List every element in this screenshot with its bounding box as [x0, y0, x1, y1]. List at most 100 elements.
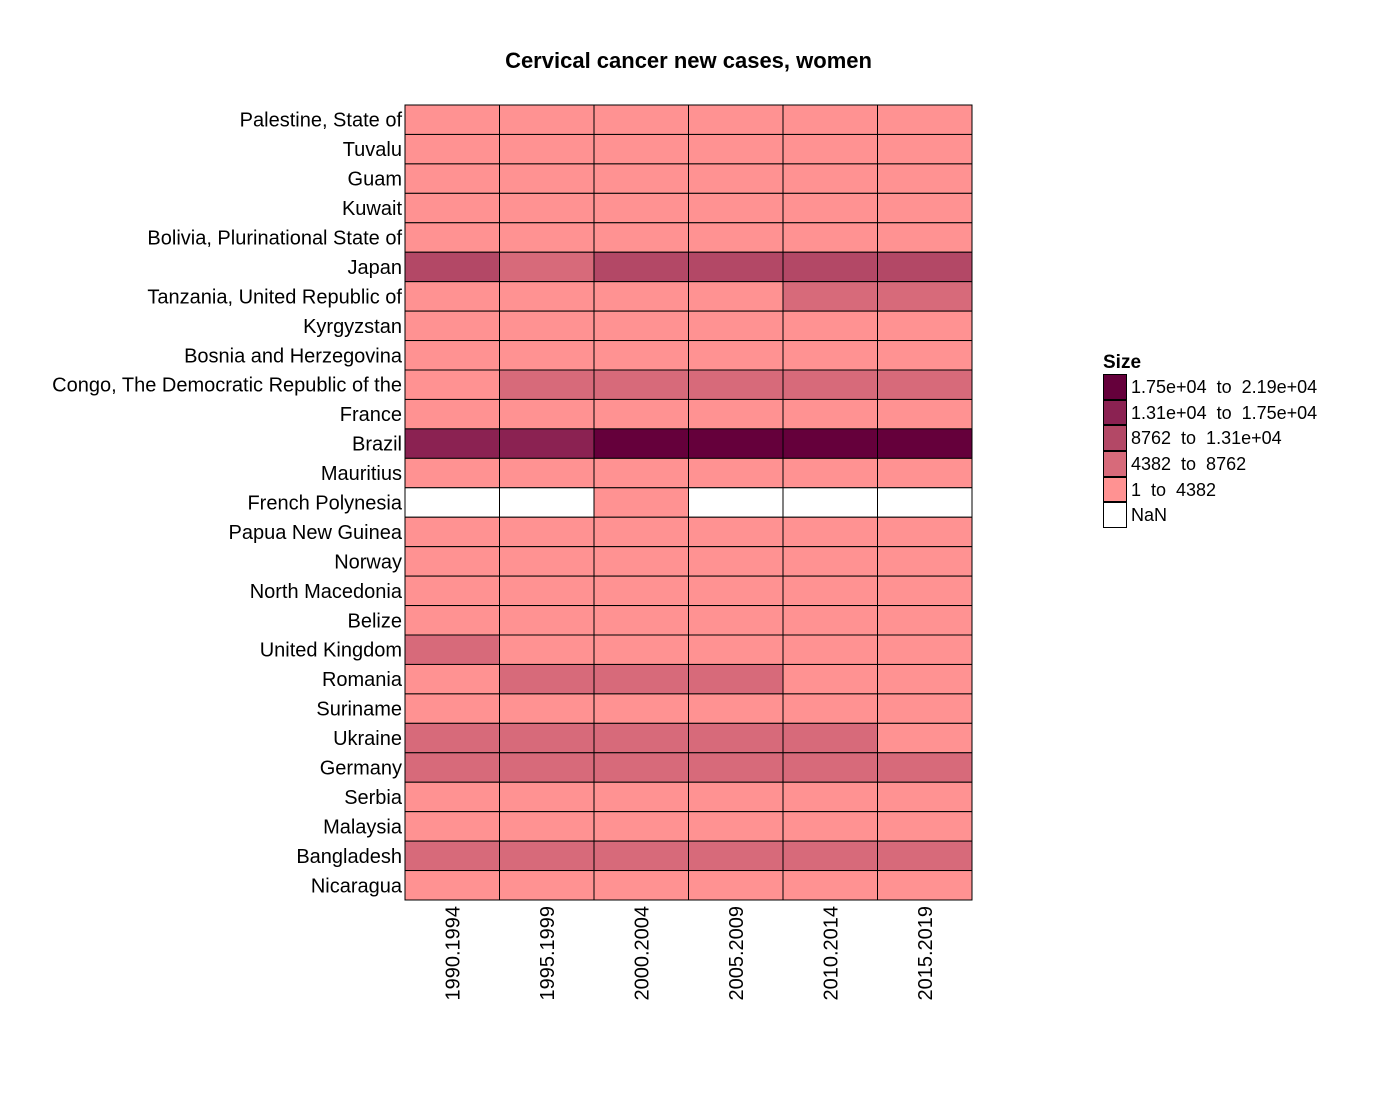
- heatmap-cell: [404, 369, 500, 400]
- heatmap-cell: [404, 487, 500, 518]
- heatmap-cell: [499, 222, 595, 253]
- heatmap-cell: [877, 251, 973, 283]
- heatmap-cell: [877, 634, 973, 665]
- heatmap-cell: [688, 663, 784, 695]
- y-tick-label: Nicaragua: [311, 875, 403, 897]
- heatmap-cell: [688, 811, 784, 842]
- heatmap-cell: [404, 516, 500, 548]
- heatmap-cell: [688, 693, 784, 724]
- heatmap-cell: [593, 133, 689, 165]
- heatmap-cell: [688, 575, 784, 607]
- heatmap-cell: [688, 369, 784, 400]
- heatmap-cell: [782, 811, 878, 842]
- heatmap-cell: [877, 546, 973, 577]
- heatmap-cell: [593, 870, 689, 901]
- legend-item: 1 to 4382: [1103, 476, 1216, 503]
- heatmap-cell: [782, 133, 878, 165]
- heatmap-cell: [593, 340, 689, 371]
- x-tick-label: 2005.2009: [726, 906, 748, 1001]
- heatmap-cell: [688, 722, 784, 754]
- heatmap-cell: [782, 398, 878, 430]
- heatmap-cell: [877, 516, 973, 548]
- heatmap-cell: [499, 163, 595, 194]
- heatmap-cell: [404, 222, 500, 253]
- heatmap-cell: [782, 870, 878, 901]
- heatmap-cell: [404, 163, 500, 194]
- heatmap-cell: [782, 281, 878, 312]
- heatmap-cell: [688, 516, 784, 548]
- legend-item: 1.31e+04 to 1.75e+04: [1103, 399, 1317, 426]
- y-tick-label: Papua New Guinea: [229, 522, 403, 544]
- legend-label: 1.75e+04 to 2.19e+04: [1131, 377, 1318, 397]
- heatmap-cell: [593, 222, 689, 253]
- heatmap-cell: [499, 487, 595, 518]
- heatmap-cell: [877, 192, 973, 224]
- heatmap-cell: [499, 781, 595, 813]
- heatmap-cell: [499, 457, 595, 489]
- heatmap-cell: [499, 516, 595, 548]
- heatmap-cell: [688, 605, 784, 636]
- heatmap-cell: [404, 428, 500, 459]
- heatmap-cell: [593, 457, 689, 489]
- x-tick-label: 2015.2019: [915, 906, 937, 1001]
- heatmap-cell: [688, 251, 784, 283]
- heatmap-cell: [404, 781, 500, 813]
- heatmap-cell: [404, 251, 500, 283]
- heatmap-cell: [688, 752, 784, 783]
- y-tick-label: Brazil: [352, 434, 402, 456]
- y-tick-label: Bolivia, Plurinational State of: [147, 228, 402, 250]
- y-tick-label: Tuvalu: [343, 139, 402, 161]
- heatmap-cell: [782, 693, 878, 724]
- heatmap-cell: [593, 752, 689, 783]
- x-tick-label: 2010.2014: [820, 906, 842, 1001]
- heatmap-cell: [688, 163, 784, 194]
- heatmap-cell: [499, 133, 595, 165]
- heatmap-cell: [593, 722, 689, 754]
- heatmap-cell: [877, 369, 973, 400]
- heatmap-cell: [688, 487, 784, 518]
- heatmap-cell: [404, 398, 500, 430]
- x-tick-label: 2000.2004: [631, 906, 653, 1001]
- y-tick-label: United Kingdom: [260, 640, 402, 662]
- heatmap-cell: [877, 487, 973, 518]
- heatmap-cell: [688, 781, 784, 813]
- heatmap-cell: [688, 870, 784, 901]
- heatmap-cell: [782, 457, 878, 489]
- heatmap-cell: [499, 428, 595, 459]
- y-tick-label: Malaysia: [323, 816, 403, 838]
- legend-label: 1 to 4382: [1131, 479, 1217, 500]
- heatmap-cell: [404, 575, 500, 607]
- heatmap-cell: [877, 340, 973, 371]
- heatmap-cell: [499, 811, 595, 842]
- heatmap-cell: [499, 575, 595, 607]
- heatmap-cell: [593, 516, 689, 548]
- heatmap-cell: [593, 546, 689, 577]
- heatmap-cell: [404, 663, 500, 695]
- legend-swatch: [1103, 374, 1127, 400]
- y-tick-label: Palestine, State of: [240, 110, 403, 132]
- heatmap-cell: [593, 251, 689, 283]
- heatmap-cell: [877, 575, 973, 607]
- heatmap-cell: [404, 870, 500, 901]
- heatmap-cell: [877, 428, 973, 459]
- heatmap-cell: [688, 840, 784, 872]
- heatmap-cell: [499, 369, 595, 400]
- heatmap-cell: [782, 634, 878, 665]
- heatmap-cell: [782, 222, 878, 253]
- heatmap-cell: [593, 369, 689, 400]
- heatmap-cell: [499, 605, 595, 636]
- y-tick-label: Mauritius: [321, 463, 402, 485]
- heatmap-cell: [782, 340, 878, 371]
- y-tick-label: France: [340, 404, 402, 426]
- heatmap-cell: [877, 781, 973, 813]
- heatmap-cell: [688, 634, 784, 665]
- heatmap-cell: [404, 693, 500, 724]
- legend: Size 1.75e+04 to 2.19e+04 1.31e+04 to 1.7…: [1103, 352, 1317, 529]
- heatmap-cell: [499, 546, 595, 577]
- heatmap-cell: [593, 693, 689, 724]
- heatmap-cell: [782, 752, 878, 783]
- heatmap-cell: [499, 340, 595, 371]
- heatmap-cell: [877, 133, 973, 165]
- y-tick-label: Bosnia and Herzegovina: [184, 345, 403, 367]
- heatmap-cell: [499, 104, 595, 135]
